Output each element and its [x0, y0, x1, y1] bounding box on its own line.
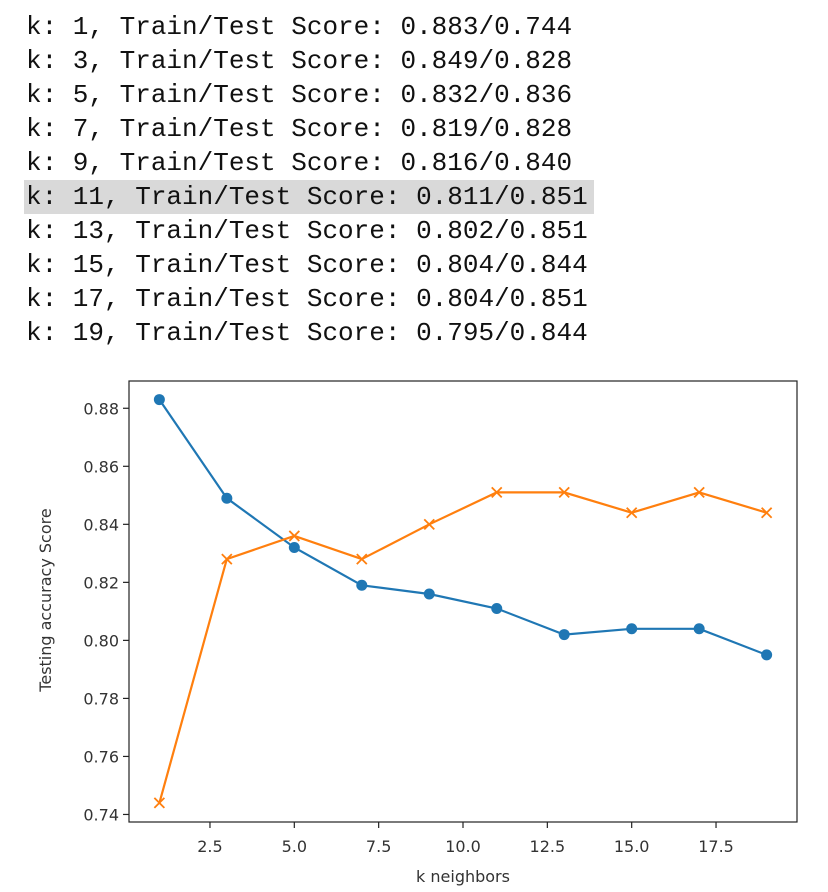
console-line: k: 17, Train/Test Score: 0.804/0.851	[26, 284, 588, 314]
series-1-point	[693, 623, 705, 635]
series-2-point	[153, 797, 166, 809]
x-tick-label: 2.5	[197, 837, 222, 856]
y-tick-label: 0.88	[83, 399, 119, 418]
y-axis: 0.74 0.76 0.78 0.80 0.82 0.84 0.86 0.88	[83, 399, 129, 824]
series-2-point	[221, 553, 233, 565]
series-1-point	[356, 579, 368, 591]
x-tick-label: 7.5	[366, 837, 391, 856]
series-1-point	[626, 623, 638, 635]
x-tick-label: 5.0	[282, 837, 307, 856]
series-1-point	[558, 629, 570, 641]
series-2-point	[760, 507, 773, 519]
series-1-point	[153, 394, 165, 406]
x-axis-label: k neighbors	[416, 867, 510, 886]
y-tick-label: 0.76	[83, 747, 119, 766]
series-2-point	[356, 553, 368, 565]
series-1-point	[491, 602, 503, 614]
series-2-line	[158, 491, 767, 804]
series-1-point	[288, 542, 300, 554]
y-tick-label: 0.86	[83, 457, 119, 476]
x-tick-label: 15.0	[614, 837, 650, 856]
series-2-point	[693, 486, 705, 499]
x-tick-label: 10.0	[445, 837, 481, 856]
console-line: k: 5, Train/Test Score: 0.832/0.836	[26, 80, 573, 110]
series-layer	[153, 394, 773, 809]
console-line: k: 9, Train/Test Score: 0.816/0.840	[26, 148, 573, 178]
y-tick-label: 0.80	[83, 631, 119, 650]
x-axis: 2.5 5.0 7.5 10.0 12.5 15.0 17.5	[197, 822, 734, 856]
y-tick-label: 0.82	[83, 573, 119, 592]
console-output: k: 1, Train/Test Score: 0.883/0.744 k: 3,…	[24, 10, 594, 350]
series-1-line	[158, 398, 767, 656]
series-2-point	[423, 518, 435, 530]
console-line: k: 1, Train/Test Score: 0.883/0.744	[26, 12, 573, 42]
console-line: k: 19, Train/Test Score: 0.795/0.844	[26, 318, 588, 348]
console-line-highlighted: k: 11, Train/Test Score: 0.811/0.851	[24, 180, 594, 214]
console-line: k: 15, Train/Test Score: 0.804/0.844	[26, 250, 588, 280]
series-2-point	[288, 530, 300, 542]
series-1-point	[221, 492, 233, 504]
series-2-point	[558, 486, 570, 499]
series-1-point	[761, 649, 773, 661]
y-tick-label: 0.78	[83, 689, 119, 708]
console-line: k: 7, Train/Test Score: 0.819/0.828	[26, 114, 573, 144]
x-tick-label: 17.5	[698, 837, 734, 856]
series-2-point	[626, 507, 638, 519]
y-axis-label: Testing accuracy Score	[36, 508, 55, 692]
x-tick-label: 12.5	[530, 837, 566, 856]
y-tick-label: 0.84	[83, 515, 119, 534]
series-1-point	[423, 588, 435, 600]
console-line: k: 13, Train/Test Score: 0.802/0.851	[26, 216, 588, 246]
console-line: k: 3, Train/Test Score: 0.849/0.828	[26, 46, 573, 76]
series-2-point	[491, 486, 503, 499]
y-tick-label: 0.74	[83, 805, 119, 824]
